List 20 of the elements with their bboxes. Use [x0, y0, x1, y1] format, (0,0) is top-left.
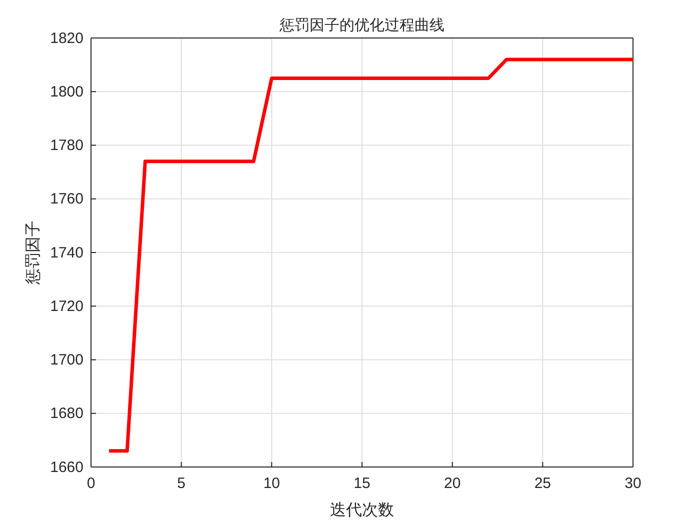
- x-axis-title: 迭代次数: [330, 501, 394, 519]
- y-tick-label: 1800: [50, 83, 84, 100]
- chart-title: 惩罚因子的优化过程曲线: [278, 17, 444, 34]
- y-tick-label: 1720: [50, 298, 84, 315]
- y-tick-label: 1700: [50, 352, 84, 369]
- x-tick-label: 0: [86, 475, 96, 492]
- y-tick-label: 1680: [50, 405, 84, 422]
- y-tick-label: 1740: [50, 244, 84, 262]
- x-tick-label: 5: [177, 475, 186, 492]
- y-tick-label: 1760: [50, 190, 84, 208]
- x-tick-label: 25: [534, 475, 552, 492]
- x-tick-label: 10: [263, 475, 280, 492]
- x-tick-label: 30: [624, 475, 642, 492]
- y-tick-label: 1820: [50, 30, 84, 47]
- x-tick-label: 15: [354, 475, 370, 492]
- line-series: [107, 58, 635, 453]
- y-tick-label: 1780: [50, 137, 84, 154]
- y-axis-title: 惩罚因子: [24, 220, 42, 286]
- x-tick-label: 20: [444, 475, 461, 492]
- y-tick-label: 1660: [50, 458, 84, 476]
